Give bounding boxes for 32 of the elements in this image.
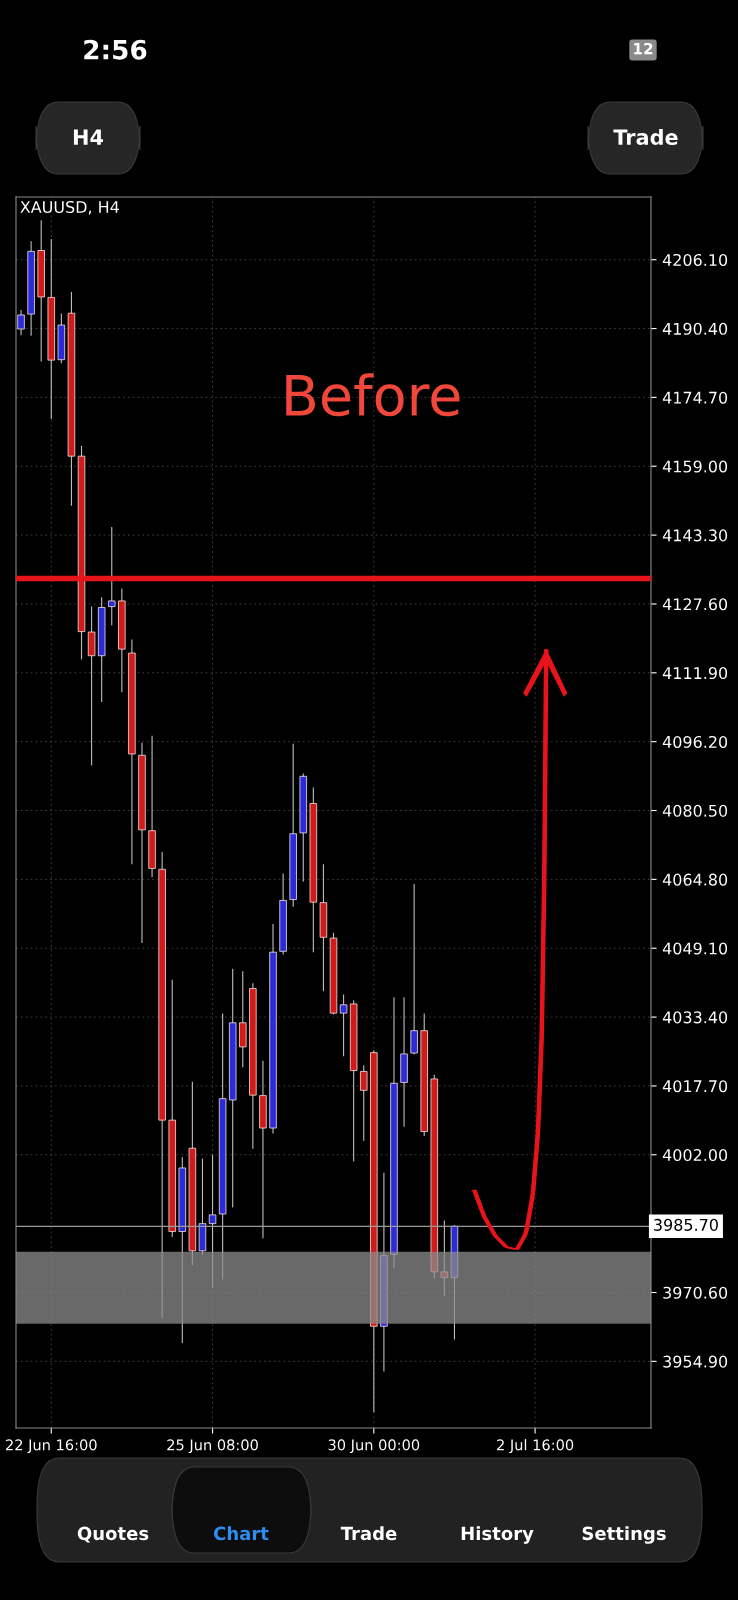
y-tick-label: 4033.40	[662, 1011, 728, 1024]
y-tick-label: 4206.10	[662, 253, 728, 267]
y-tick-label: 4096.20	[662, 735, 728, 748]
text: Trade	[613, 128, 678, 146]
x-tick-label: 30 Jun 00:00	[328, 1439, 420, 1454]
y-tick-label: 4190.40	[662, 322, 728, 335]
text: 2:56	[84, 39, 147, 60]
x-tick-label: 25 Jun 08:00	[167, 1439, 258, 1454]
text: History	[461, 1526, 534, 1544]
annotation: Before	[286, 373, 460, 417]
y-tick-label: 4017.70	[662, 1080, 728, 1093]
y-tick-label: 4174.70	[662, 391, 728, 404]
y-tick-label: 3954.90	[663, 1355, 728, 1368]
y-tick-label: 4143.30	[662, 529, 728, 542]
text: Chart	[213, 1526, 269, 1541]
ref-line-label: 3985.70	[654, 1218, 718, 1231]
text: Quotes	[77, 1526, 149, 1543]
x-tick-label: 2 Jul 16:00	[497, 1439, 574, 1454]
text: Settings	[582, 1526, 666, 1544]
y-tick-label: 4064.80	[662, 873, 728, 886]
y-tick-label: 4049.10	[662, 942, 728, 955]
y-tick-label: 4127.60	[662, 598, 728, 611]
x-tick-label: 22 Jun 16:00	[6, 1439, 97, 1454]
y-tick-label: 4080.50	[662, 804, 728, 817]
y-tick-label: 4159.00	[662, 460, 728, 473]
text: 12	[634, 42, 653, 55]
y-tick-label: 4111.90	[662, 667, 728, 680]
y-tick-label: 3970.60	[663, 1286, 728, 1299]
y-tick-label: 4002.00	[662, 1149, 728, 1162]
text: Trade	[340, 1526, 397, 1541]
text: H4	[73, 129, 104, 145]
chart-title: XAUUSD, H4	[20, 200, 119, 215]
